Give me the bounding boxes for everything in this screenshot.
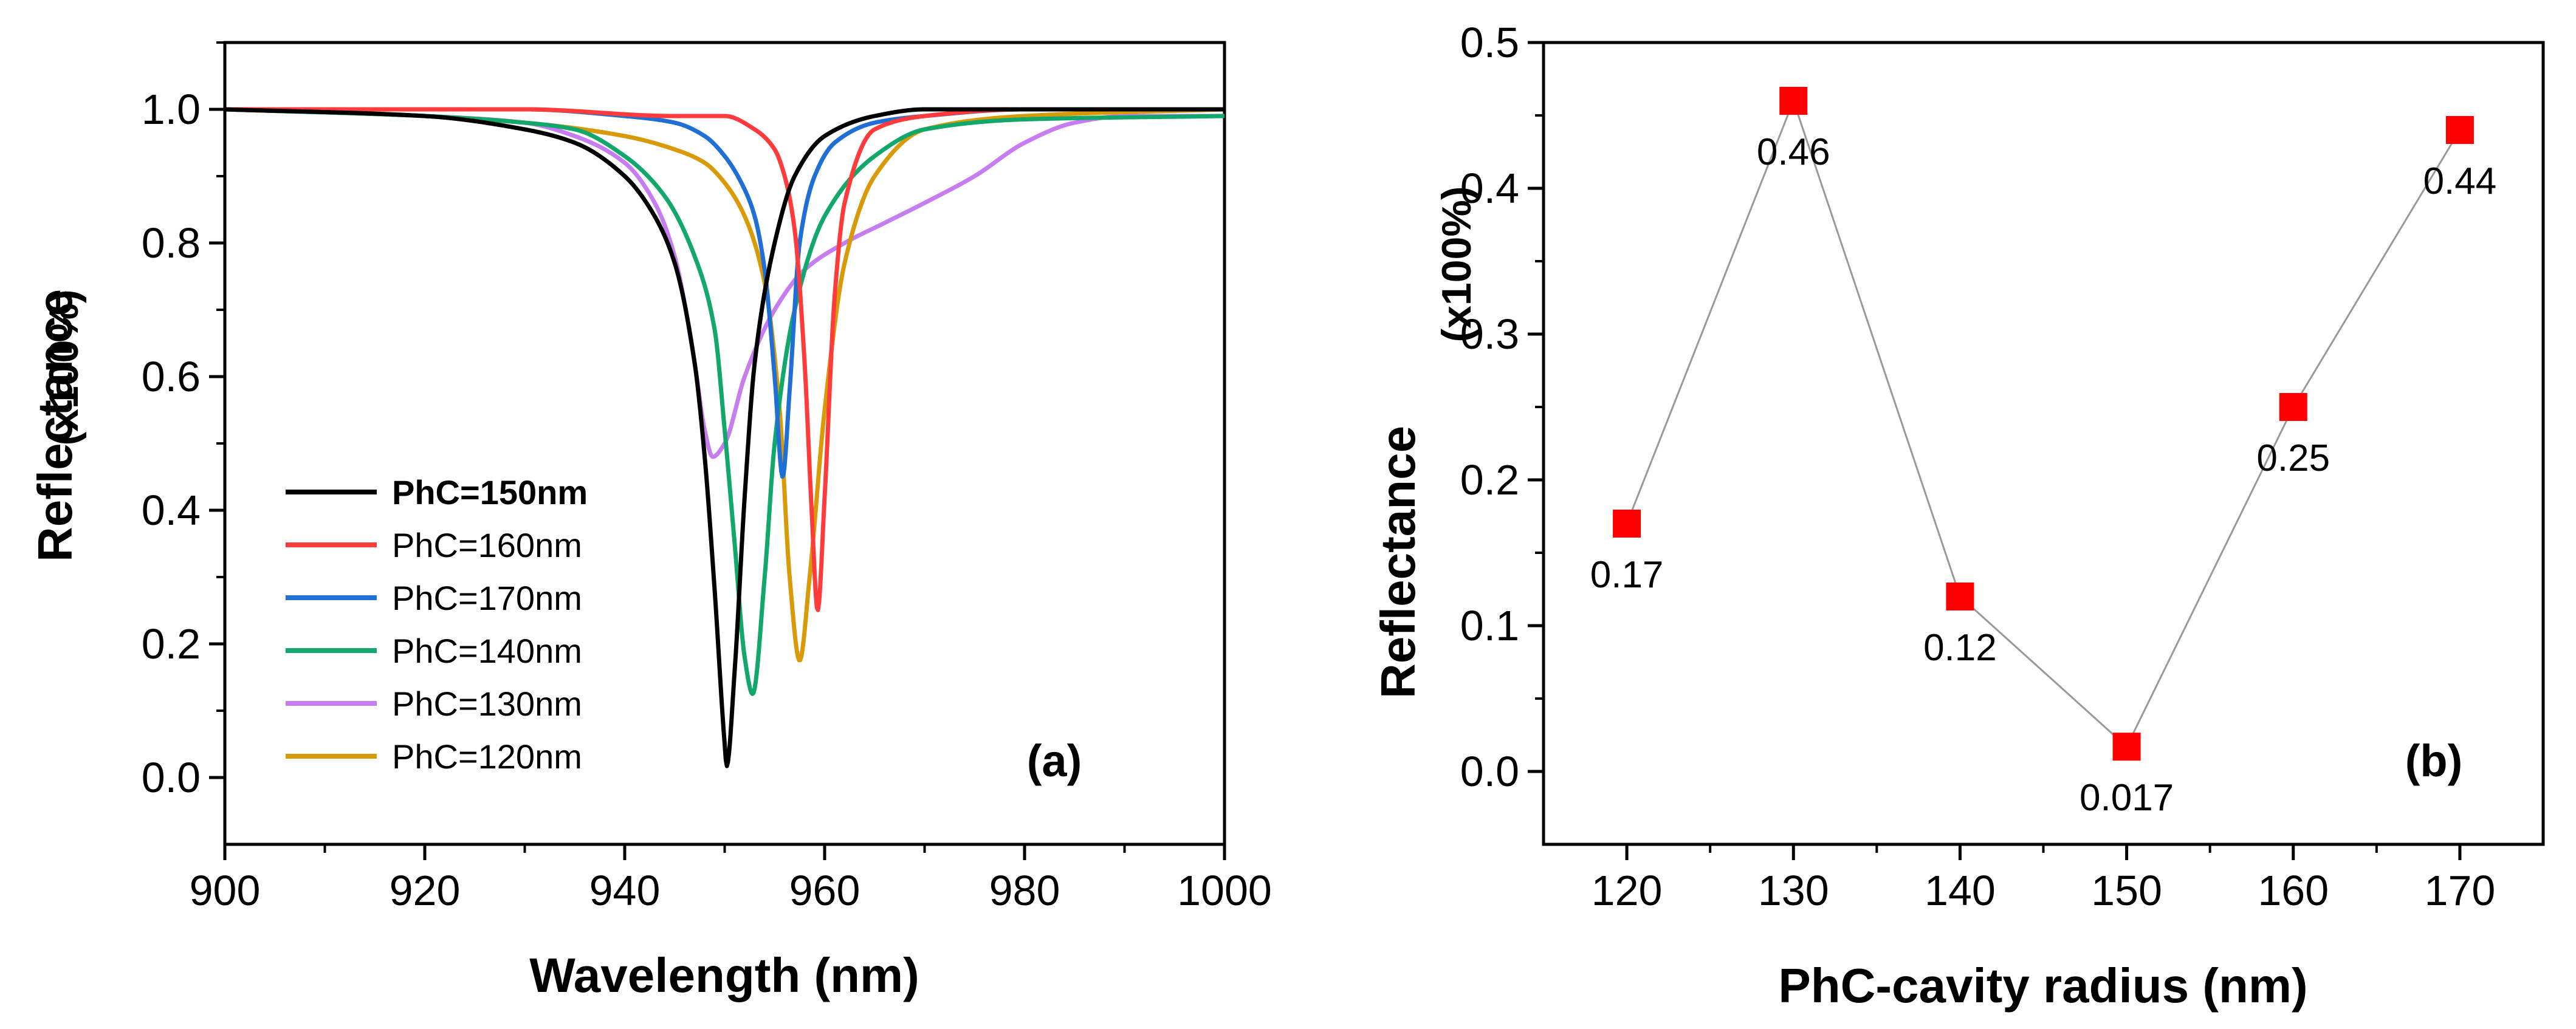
panel-a-y-axis-unit: (x100%) — [41, 289, 87, 445]
b-x-tick-label: 160 — [2258, 867, 2329, 914]
panel-b-reflectance-vs-radius: 0.17 0.46 0.12 0.017 0.25 0.44 120 130 140 150 16… — [1371, 19, 2545, 1013]
curve-phc-140nm — [225, 107, 1224, 696]
legend-label: PhC=140nm — [392, 632, 582, 670]
panel-b-markers — [1613, 87, 2474, 761]
panel-b-y-axis-unit: (x100%) — [1434, 186, 1480, 342]
panel-b-connecting-line — [1626, 98, 2461, 748]
curve-phc-120nm — [225, 107, 1224, 663]
a-x-tick-label: 960 — [789, 867, 860, 914]
data-point-marker — [2445, 116, 2474, 144]
b-y-tick-label: 0.4 — [1460, 165, 1519, 212]
curve-phc-130nm — [225, 107, 1224, 459]
b-y-tick-label: 0.1 — [1460, 602, 1519, 649]
a-y-tick-label: 0.6 — [142, 353, 201, 400]
data-point-marker — [1613, 510, 1641, 538]
b-x-tick-label: 120 — [1592, 867, 1663, 914]
panel-a-x-ticks: 900 920 940 960 980 1000 — [190, 844, 1272, 914]
b-x-tick-label: 170 — [2425, 867, 2496, 914]
b-y-tick-label: 0.3 — [1460, 310, 1519, 358]
panel-a-y-axis-title: Reflectance — [28, 289, 82, 562]
panel-b-y-ticks: 0.0 0.1 0.2 0.3 0.4 0.5 — [1460, 19, 1544, 795]
data-point-marker — [1946, 583, 1974, 610]
legend-label: PhC=120nm — [392, 737, 582, 776]
panel-a-reflectance-spectra: 900 920 940 960 980 1000 0.0 0.2 0.4 0.6 0.8 1.0 W… — [28, 41, 1272, 1002]
b-x-tick-label: 130 — [1758, 867, 1829, 914]
b-x-tick-label: 150 — [2091, 867, 2162, 914]
panel-b-data-labels: 0.17 0.46 0.12 0.017 0.25 0.44 — [1590, 131, 2497, 819]
a-y-tick-label: 1.0 — [142, 86, 201, 133]
data-point-label: 0.12 — [1923, 627, 1997, 669]
panel-a-x-axis-title: Wavelength (nm) — [529, 948, 919, 1002]
panel-a-y-ticks: 0.0 0.2 0.4 0.6 0.8 1.0 — [142, 41, 225, 801]
curve-phc-150nm — [225, 107, 1224, 768]
data-point-marker — [2279, 393, 2307, 421]
b-y-tick-label: 0.5 — [1460, 19, 1519, 66]
a-x-tick-label: 920 — [390, 867, 461, 914]
data-point-label: 0.25 — [2256, 437, 2330, 479]
panel-b-y-axis-title: Reflectance — [1371, 426, 1425, 699]
b-y-tick-label: 0.0 — [1460, 748, 1519, 795]
data-point-label: 0.017 — [2080, 777, 2174, 819]
a-x-tick-label: 980 — [989, 867, 1060, 914]
panel-b-x-axis-title: PhC-cavity radius (nm) — [1778, 959, 2307, 1013]
panel-b-label: (b) — [2405, 736, 2463, 786]
legend-label: PhC=160nm — [392, 526, 582, 564]
legend-label: PhC=130nm — [392, 685, 582, 723]
data-point-marker — [2112, 733, 2141, 761]
data-point-label: 0.17 — [1590, 554, 1664, 596]
reflectance-line — [1626, 98, 2461, 748]
a-x-tick-label: 1000 — [1177, 867, 1272, 914]
panel-b-plot-frame — [1542, 41, 2545, 846]
a-y-tick-label: 0.2 — [142, 620, 201, 668]
panel-a-label: (a) — [1027, 736, 1082, 786]
a-x-tick-label: 900 — [190, 867, 261, 914]
a-y-tick-label: 0.4 — [142, 487, 201, 534]
panel-b-x-ticks: 120 130 140 150 160 170 — [1592, 844, 2496, 914]
b-x-tick-label: 140 — [1925, 867, 1996, 914]
data-point-label: 0.46 — [1757, 131, 1830, 173]
a-x-tick-label: 940 — [589, 867, 661, 914]
data-point-label: 0.44 — [2423, 160, 2497, 202]
legend-label: PhC=170nm — [392, 579, 582, 617]
a-y-tick-label: 0.0 — [142, 754, 201, 801]
data-point-marker — [1779, 87, 1808, 115]
legend-label: PhC=150nm — [392, 473, 588, 511]
b-y-tick-label: 0.2 — [1460, 456, 1519, 504]
panel-a-legend: PhC=150nm PhC=160nm PhC=170nm PhC=140nm PhC=… — [286, 473, 588, 776]
a-y-tick-label: 0.8 — [142, 219, 201, 267]
panel-a-curves — [225, 107, 1224, 768]
